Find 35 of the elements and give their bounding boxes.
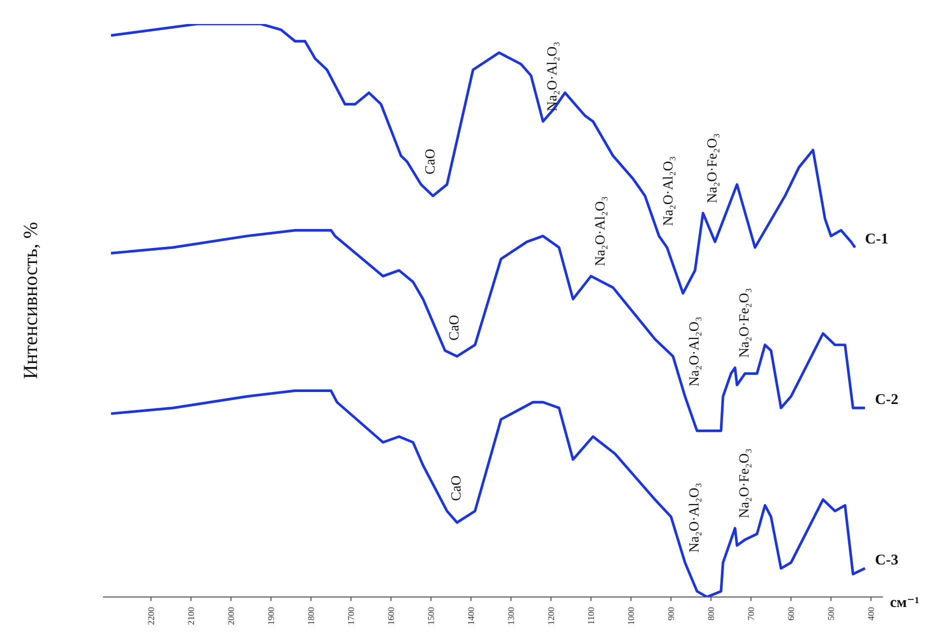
x-tick-label: 400 xyxy=(866,606,876,620)
x-tick-label: 500 xyxy=(826,606,836,620)
annotation: Na₂O·Al₂O₃ xyxy=(662,156,676,226)
annotation: CaO xyxy=(424,148,438,174)
x-tick-label: 1600 xyxy=(386,606,396,625)
annotation: Na₂O·Al₂O₃ xyxy=(688,316,702,386)
y-axis-title: Интенсивность, % xyxy=(20,222,43,380)
x-axis-title: см⁻¹ xyxy=(890,594,920,612)
x-tick-label: 1000 xyxy=(626,606,636,625)
x-tick-label: 2000 xyxy=(226,606,236,625)
annotation: Na₂O·Al₂O₃ xyxy=(546,41,560,112)
x-tick-label: 2200 xyxy=(146,606,156,625)
x-tick-label: 1700 xyxy=(346,606,356,625)
x-tick-label: 1800 xyxy=(306,606,316,625)
x-tick-label: 1400 xyxy=(466,606,476,625)
x-tick-label: 1100 xyxy=(586,606,596,625)
annotation: Na₂O·Al₂O₃ xyxy=(688,482,702,553)
x-tick-label: 1200 xyxy=(546,606,556,625)
x-tick-label: 600 xyxy=(786,606,796,620)
annotation: Na₂O·Fe₂O₃ xyxy=(738,288,752,358)
x-tick-label: 1900 xyxy=(266,606,276,625)
x-tick-label: 2100 xyxy=(186,606,196,625)
series-label: C-2 xyxy=(875,392,898,408)
x-tick-label: 900 xyxy=(666,606,676,620)
x-tick-label: 700 xyxy=(746,606,756,620)
series-label: C-3 xyxy=(875,552,898,568)
annotation: Na₂O·Al₂O₃ xyxy=(594,196,608,266)
annotation: Na₂O·Fe₂O₃ xyxy=(706,133,720,204)
x-tick-label: 1300 xyxy=(506,606,516,625)
x-tick-label: 800 xyxy=(706,606,716,620)
series-label: C-1 xyxy=(865,231,888,248)
annotation: Na₂O·Fe₂O₃ xyxy=(738,448,752,518)
x-tick-label: 1500 xyxy=(426,606,436,625)
annotation: CaO xyxy=(450,475,464,502)
annotation: CaO xyxy=(448,314,462,341)
